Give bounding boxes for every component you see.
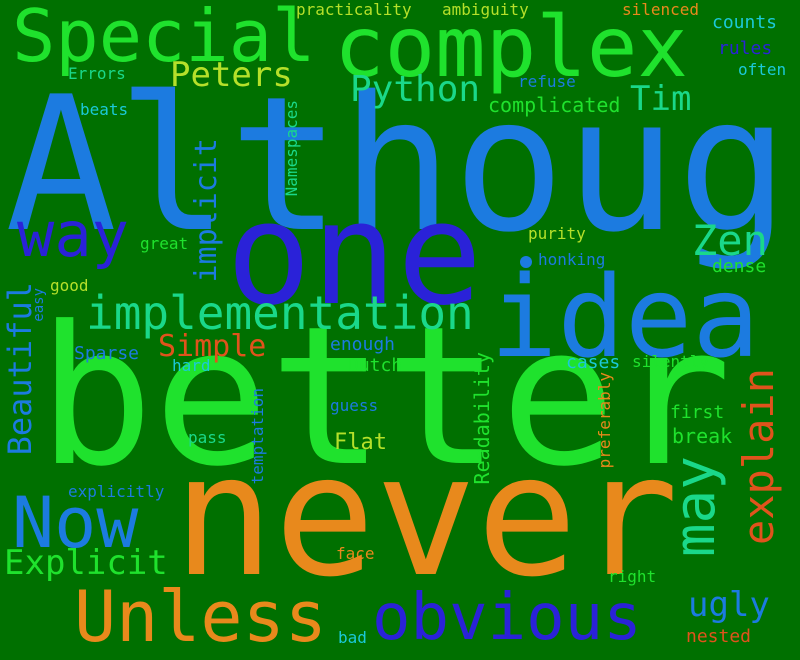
honking-dot xyxy=(520,256,532,268)
word-may: may xyxy=(663,456,728,558)
word-ambiguity: ambiguity xyxy=(442,0,529,19)
word-purity: purity xyxy=(528,224,586,243)
word-readability: Readability xyxy=(470,352,494,485)
word-honking: honking xyxy=(538,250,606,269)
word-practicality: practicality xyxy=(296,0,412,19)
word-face: face xyxy=(336,544,375,563)
word-flat: Flat xyxy=(334,430,387,455)
word-dutch: Dutch xyxy=(348,355,403,376)
word-sparse: Sparse xyxy=(74,343,140,364)
word-first: first xyxy=(670,402,725,423)
word-hard: hard xyxy=(172,356,211,375)
word-great: great xyxy=(140,234,189,253)
word-obvious: obvious xyxy=(372,581,642,655)
word-explicitly: explicitly xyxy=(68,482,165,501)
word-implicit: implicit xyxy=(189,138,224,283)
word-counts: counts xyxy=(712,12,778,33)
word-ugly: ugly xyxy=(688,585,770,625)
word-dense: dense xyxy=(712,256,767,277)
word-peters: Peters xyxy=(170,55,293,95)
word-complicated: complicated xyxy=(488,93,621,117)
word-bad: bad xyxy=(338,628,367,647)
word-python: Python xyxy=(350,69,481,110)
word-one: one xyxy=(226,172,483,337)
word-cases: cases xyxy=(566,352,621,373)
word-simple: Simple xyxy=(158,329,267,364)
word-guess: guess xyxy=(330,396,379,415)
word-never: never xyxy=(173,418,679,614)
word-now: Now xyxy=(12,482,139,564)
word-rules: rules xyxy=(718,38,773,59)
word-refuse: refuse xyxy=(518,72,576,91)
word-implementation: implementation xyxy=(86,286,474,340)
word-good: good xyxy=(50,276,89,295)
word-enough: enough xyxy=(330,334,396,355)
word-nested: nested xyxy=(686,626,752,647)
word-way: way xyxy=(17,198,129,271)
word-tim: Tim xyxy=(630,79,692,119)
word-preferably: preferably xyxy=(595,372,614,469)
word-better: better xyxy=(38,286,732,509)
word-special: Special xyxy=(12,0,316,78)
word-right: right xyxy=(608,567,657,586)
word-temptation: temptation xyxy=(248,388,267,485)
word-silently: silently xyxy=(632,352,710,371)
word-beats: beats xyxy=(80,100,129,119)
word-complex: complex xyxy=(334,0,689,96)
word-explain: explain xyxy=(734,368,783,546)
word-zen: Zen xyxy=(692,216,768,265)
word-silenced: silenced xyxy=(622,0,700,19)
word-unless: Unless xyxy=(74,576,327,658)
word-idea: idea xyxy=(490,253,760,383)
word-break: break xyxy=(672,424,733,448)
word-easy: easy xyxy=(31,288,47,322)
word-explicit: Explicit xyxy=(4,543,168,583)
word-pass: pass xyxy=(188,428,227,447)
word-namespaces: Namespaces xyxy=(282,100,301,197)
word-errors: Errors xyxy=(68,64,126,83)
word-although: Although xyxy=(5,56,800,273)
word-often: often xyxy=(738,60,787,79)
